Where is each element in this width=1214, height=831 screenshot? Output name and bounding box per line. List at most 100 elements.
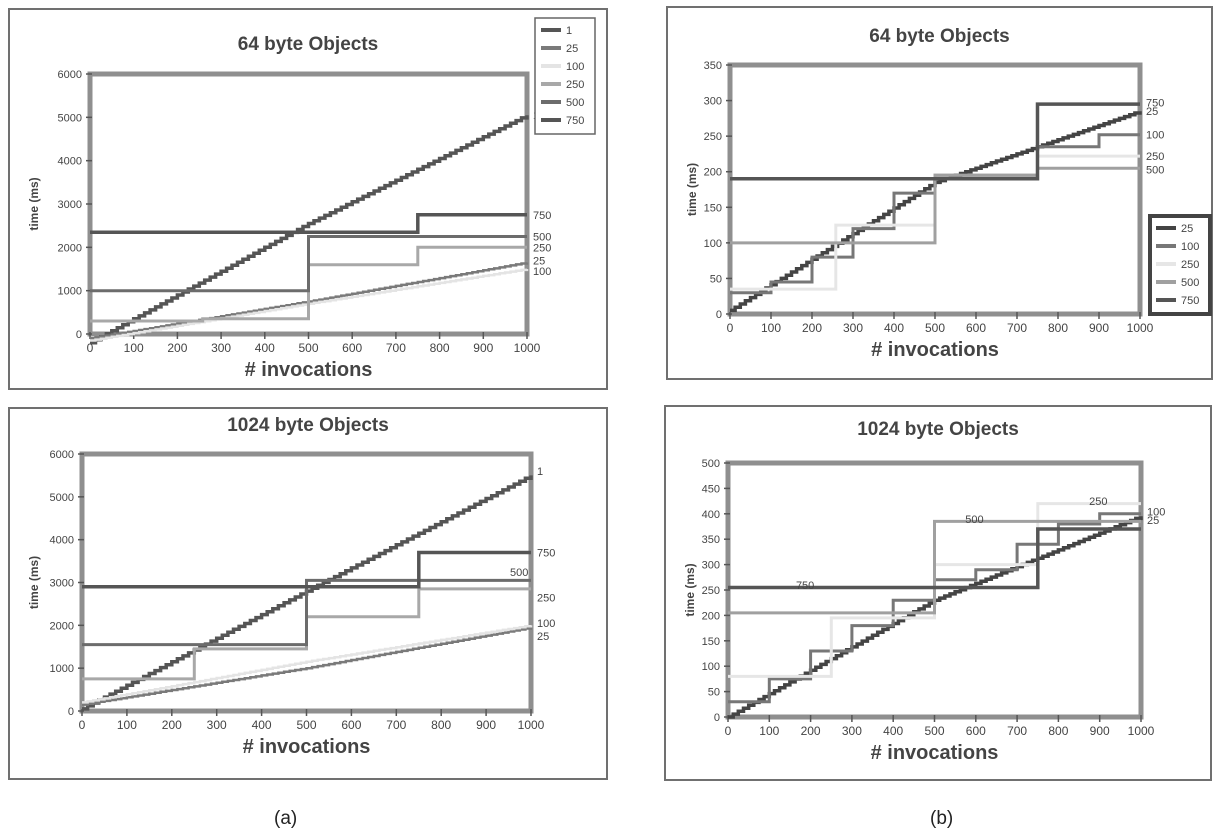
x-tick-label: 100	[117, 718, 137, 732]
legend-label: 100	[1181, 241, 1199, 253]
legend-label: 250	[566, 79, 584, 91]
y-tick-label: 400	[702, 509, 720, 521]
x-tick-label: 100	[761, 321, 781, 335]
x-tick-label: 500	[924, 724, 944, 738]
chart-svg: 0 50 100 150 200 250 300 350 0 100 200 300 400 500 600…	[685, 60, 1212, 361]
series-end-label: 250	[1089, 496, 1107, 508]
chart-title: 64 byte Objects	[237, 34, 379, 55]
series-line-100	[82, 624, 533, 704]
y-tick-label: 350	[704, 60, 722, 72]
x-tick-label: 0	[725, 724, 732, 738]
series-end-label: 25	[1146, 106, 1158, 118]
series-end-label: 25	[1147, 515, 1159, 527]
y-tick-label: 300	[704, 96, 722, 108]
y-tick-label: 5000	[50, 492, 74, 504]
x-tick-label: 0	[727, 321, 734, 335]
y-tick-label: 350	[702, 534, 720, 546]
series-end-label: 25	[533, 255, 545, 267]
y-tick-label: 1000	[58, 286, 82, 298]
legend-label: 25	[566, 43, 578, 55]
legend-box	[534, 17, 596, 135]
x-tick-label: 200	[801, 724, 821, 738]
y-tick-label: 50	[708, 687, 720, 699]
y-tick-label: 0	[716, 309, 722, 321]
x-tick-label: 1000	[1127, 321, 1154, 335]
x-tick-label: 700	[386, 718, 406, 732]
series-end-label: 750	[533, 210, 551, 222]
y-tick-label: 5000	[58, 112, 82, 124]
x-tick-label: 1000	[518, 718, 545, 732]
y-tick-label: 0	[68, 706, 74, 718]
x-tick-label: 200	[162, 718, 182, 732]
panel-a-bottom: 1024 byte Objects 0 1000 2000 3000 4000 5000 6…	[8, 407, 608, 780]
legend-label: 500	[1181, 277, 1199, 289]
x-tick-label: 900	[476, 718, 496, 732]
x-tick-label: 400	[884, 321, 904, 335]
x-tick-label: 800	[1048, 321, 1068, 335]
panel-a-top: 64 byte Objects 0 1000 2000 3000 4000 5000 600…	[8, 8, 608, 390]
legend-label: 100	[566, 61, 584, 73]
x-tick-label: 600	[966, 321, 986, 335]
legend-label: 250	[1181, 259, 1199, 271]
x-tick-label: 600	[342, 341, 362, 355]
series-end-label: 500	[510, 567, 528, 579]
y-axis-label: time (ms)	[27, 556, 41, 609]
series-end-label: 25	[537, 631, 549, 643]
x-tick-label: 300	[843, 321, 863, 335]
series-line-750	[82, 550, 531, 589]
x-axis-label: # invocations	[243, 736, 371, 758]
x-tick-label: 800	[430, 341, 450, 355]
series-end-label: 750	[537, 548, 555, 560]
x-tick-label: 700	[1007, 724, 1027, 738]
y-tick-label: 2000	[50, 620, 74, 632]
chart-svg: 0 50 100 150 200 250 300 350 400 450 500 0 100 200 300…	[683, 458, 1165, 764]
series-line-500	[90, 235, 527, 293]
y-tick-label: 150	[702, 636, 720, 648]
series-end-label: 500	[1146, 165, 1164, 177]
y-tick-label: 6000	[50, 449, 74, 461]
y-tick-label: 2000	[58, 242, 82, 254]
y-tick-label: 1000	[50, 663, 74, 675]
y-tick-label: 500	[702, 458, 720, 470]
x-axis-label: # invocations	[245, 359, 373, 381]
x-tick-label: 0	[87, 341, 94, 355]
y-tick-label: 450	[702, 483, 720, 495]
series-end-label: 250	[1146, 151, 1164, 163]
caption-b: (b)	[930, 808, 954, 829]
x-tick-label: 100	[124, 341, 144, 355]
series-end-label: 250	[537, 592, 555, 604]
legend-label: 750	[566, 115, 584, 127]
y-tick-label: 50	[710, 273, 722, 285]
x-tick-label: 400	[252, 718, 272, 732]
x-tick-label: 900	[473, 341, 493, 355]
series-line-750	[728, 527, 1141, 590]
panel-b-bottom: 1024 byte Objects 0 50 100 150 200 250 300 350 4…	[664, 405, 1212, 781]
x-tick-label: 800	[431, 718, 451, 732]
chart-svg: 0 1000 2000 3000 4000 5000 6000 0 100 200 300 400 50…	[27, 449, 555, 758]
legend-label: 750	[1181, 295, 1199, 307]
y-tick-label: 0	[714, 712, 720, 724]
series-end-label: 100	[533, 266, 551, 278]
series-line-750	[730, 102, 1140, 181]
chart-title: 1024 byte Objects	[857, 419, 1019, 440]
x-tick-label: 200	[167, 341, 187, 355]
y-tick-label: 0	[76, 329, 82, 341]
y-axis-label: time (ms)	[683, 563, 697, 616]
x-tick-label: 600	[966, 724, 986, 738]
y-tick-label: 4000	[50, 535, 74, 547]
y-tick-label: 250	[702, 585, 720, 597]
series-end-label: 500	[533, 232, 551, 244]
x-tick-label: 600	[341, 718, 361, 732]
chart-svg: 0 1000 2000 3000 4000 5000 6000 0 100 200 300 400 50…	[27, 17, 596, 381]
series-line-1	[90, 115, 529, 345]
y-tick-label: 3000	[50, 578, 74, 590]
series-end-label: 100	[1146, 130, 1164, 142]
series-line-750	[90, 213, 527, 234]
series-line-25	[82, 627, 533, 706]
y-tick-label: 100	[704, 238, 722, 250]
x-tick-label: 400	[255, 341, 275, 355]
series-end-label: 100	[1147, 506, 1165, 518]
chart-title: 1024 byte Objects	[227, 415, 389, 436]
x-tick-label: 700	[1007, 321, 1027, 335]
series-line-500	[730, 166, 1140, 245]
